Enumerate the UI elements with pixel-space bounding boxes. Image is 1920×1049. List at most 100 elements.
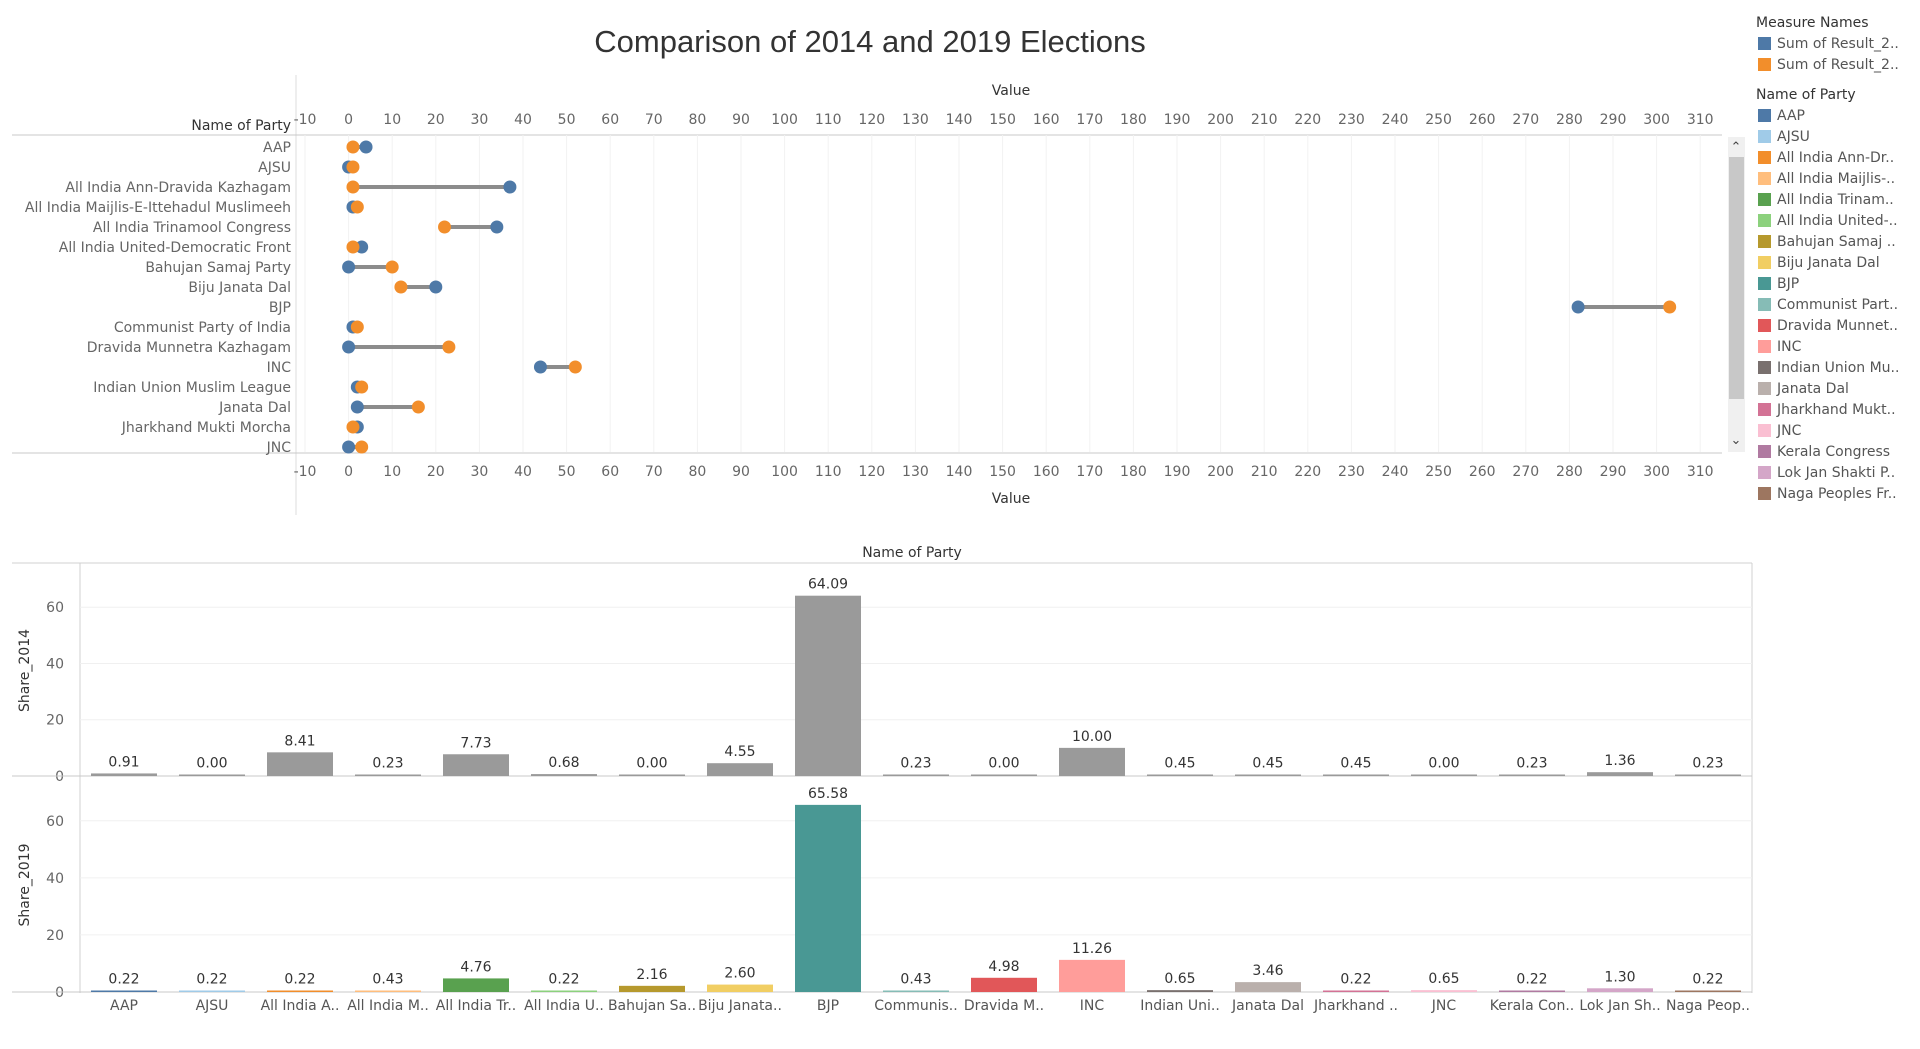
- bar: [179, 990, 245, 992]
- bar-value-label: 4.76: [460, 959, 491, 975]
- dot-series-2: [411, 400, 425, 414]
- legend-party-label: Bahujan Samaj ..: [1777, 234, 1896, 250]
- scroll-down-icon[interactable]: ⌄: [1731, 433, 1742, 448]
- legend-swatch: [1758, 151, 1771, 164]
- bar: [1411, 990, 1477, 992]
- legend-measure-label: Sum of Result_2..: [1777, 57, 1899, 73]
- x-tick-label-bottom: 240: [1382, 464, 1409, 480]
- bar-value-label: 0.45: [1252, 756, 1283, 772]
- bar: [91, 990, 157, 992]
- bar: [267, 990, 333, 992]
- bar: [1587, 772, 1653, 776]
- legend-swatch: [1758, 58, 1771, 71]
- x-tick-label-bottom: 0: [344, 464, 353, 480]
- x-tick-label-top: -10: [294, 112, 317, 128]
- x-tick-label-top: 240: [1382, 112, 1409, 128]
- x-tick-label-top: 10: [383, 112, 401, 128]
- bar-value-label: 1.36: [1604, 753, 1635, 769]
- x-tick-label-top: 290: [1600, 112, 1627, 128]
- legend-party-label: All India Ann-Dr..: [1777, 150, 1894, 166]
- bar: [707, 984, 773, 992]
- y-tick-label: 20: [46, 928, 64, 944]
- bar: [971, 774, 1037, 776]
- x-tick-label-bottom: 140: [946, 464, 973, 480]
- legend-swatch: [1758, 424, 1771, 437]
- bar: [1323, 774, 1389, 776]
- x-category-label: Naga Peop..: [1666, 998, 1750, 1014]
- bar: [1235, 774, 1301, 776]
- party-row-label: Janata Dal: [218, 400, 291, 416]
- legend-party-label: AJSU: [1777, 129, 1810, 145]
- dot-series-2: [355, 380, 369, 394]
- x-tick-label-bottom: 280: [1556, 464, 1583, 480]
- x-tick-label-top: 110: [815, 112, 842, 128]
- x-category-label: Indian Uni..: [1140, 998, 1220, 1014]
- y-tick-label: 0: [55, 769, 64, 785]
- bar: [1059, 747, 1125, 776]
- bar-value-label: 0.43: [900, 972, 931, 988]
- bar-value-label: 4.98: [988, 959, 1019, 975]
- bar: [443, 978, 509, 992]
- x-tick-label-bottom: 50: [558, 464, 576, 480]
- x-tick-label-bottom: 60: [601, 464, 619, 480]
- legend-party-label: Lok Jan Shakti P..: [1777, 465, 1895, 481]
- legend-party-title: Name of Party: [1756, 87, 1856, 103]
- x-tick-label-bottom: 160: [1033, 464, 1060, 480]
- row-header: Name of Party: [191, 118, 291, 134]
- bar-value-label: 0.22: [108, 972, 139, 988]
- x-tick-label-top: 120: [858, 112, 885, 128]
- bar-chart-header: Name of Party: [862, 545, 962, 561]
- bar: [1059, 959, 1125, 992]
- legend-swatch: [1758, 466, 1771, 479]
- x-tick-label-bottom: 20: [427, 464, 445, 480]
- dot-series-2: [346, 160, 360, 174]
- vertical-scrollbar[interactable]: ⌃ ⌄: [1728, 137, 1745, 452]
- x-tick-label-bottom: 100: [771, 464, 798, 480]
- bar: [1499, 774, 1565, 776]
- x-axis-title-top: Value: [992, 83, 1030, 99]
- bar-value-label: 0.65: [1164, 971, 1195, 987]
- x-tick-label-top: 300: [1643, 112, 1670, 128]
- party-row-label: Communist Party of India: [114, 320, 291, 336]
- x-tick-label-bottom: 40: [514, 464, 532, 480]
- bar: [355, 774, 421, 776]
- bar-value-label: 0.22: [284, 972, 315, 988]
- legend-swatch: [1758, 193, 1771, 206]
- x-tick-label-bottom: 180: [1120, 464, 1147, 480]
- x-category-label: Jharkhand ..: [1313, 998, 1398, 1014]
- bar: [1587, 988, 1653, 992]
- bar-value-label: 0.22: [1340, 972, 1371, 988]
- bar: [795, 595, 861, 776]
- party-row-label: All India Ann-Dravida Kazhagam: [65, 180, 291, 196]
- x-tick-label-bottom: -10: [294, 464, 317, 480]
- dashboard-title: Comparison of 2014 and 2019 Elections: [594, 24, 1145, 59]
- y-axis-title: Share_2014: [17, 629, 33, 712]
- x-category-label: All India U..: [524, 998, 604, 1014]
- x-tick-label-bottom: 270: [1512, 464, 1539, 480]
- scrollbar-thumb[interactable]: [1729, 157, 1744, 399]
- bar-value-label: 0.65: [1428, 971, 1459, 987]
- legend-swatch: [1758, 172, 1771, 185]
- bar-value-label: 0.22: [1692, 972, 1723, 988]
- scroll-up-icon[interactable]: ⌃: [1731, 140, 1742, 155]
- dot-series-1: [342, 340, 356, 354]
- legend-swatch: [1758, 256, 1771, 269]
- bar-value-label: 2.60: [724, 966, 755, 982]
- x-tick-label-bottom: 250: [1425, 464, 1452, 480]
- party-row-label: AAP: [263, 140, 291, 156]
- x-tick-label-top: 40: [514, 112, 532, 128]
- bar: [1675, 774, 1741, 776]
- dot-series-2: [346, 140, 360, 154]
- bar-value-label: 65.58: [808, 786, 848, 802]
- dot-series-2: [438, 220, 452, 234]
- party-row-label: All India Maijlis-E-Ittehadul Muslimeeh: [25, 200, 291, 216]
- bar: [1499, 990, 1565, 992]
- x-tick-label-top: 30: [470, 112, 488, 128]
- bar: [1675, 990, 1741, 992]
- bar: [443, 754, 509, 776]
- x-tick-label-top: 310: [1687, 112, 1714, 128]
- legend-party-label: Indian Union Mu..: [1777, 360, 1899, 376]
- bar: [1147, 774, 1213, 776]
- bar: [619, 985, 685, 992]
- legend-swatch: [1758, 235, 1771, 248]
